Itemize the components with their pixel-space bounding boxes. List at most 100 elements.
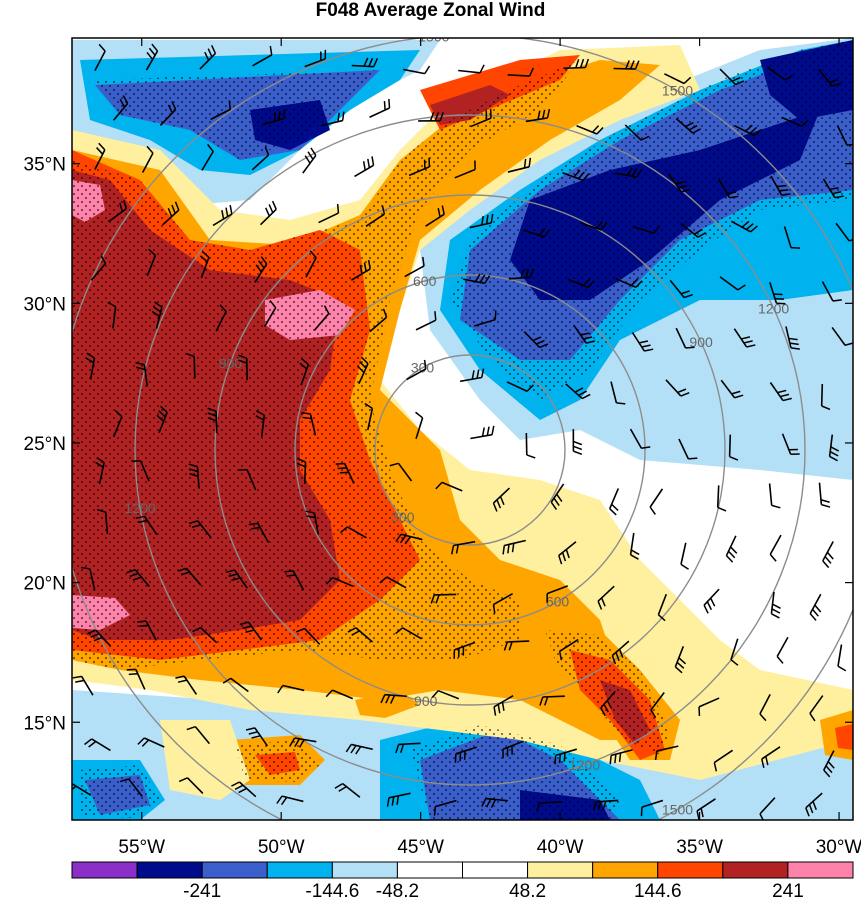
wind-barb — [522, 227, 551, 238]
wind-barb — [299, 358, 310, 386]
wind-barb — [624, 124, 650, 141]
wind-barb — [809, 695, 824, 722]
wind-barb — [96, 508, 109, 535]
colorbar-box — [201, 861, 268, 879]
ring-label: 1200 — [569, 757, 600, 773]
wind-barb — [146, 248, 157, 277]
wind-barb — [674, 646, 687, 674]
ring-label: 600 — [546, 594, 570, 610]
wind-barb — [313, 305, 330, 331]
wind-barb — [769, 382, 792, 402]
wind-barb — [335, 462, 355, 484]
wind-barb — [781, 433, 800, 455]
wind-barb — [817, 68, 842, 87]
wind-barb — [460, 368, 485, 383]
wind-barb — [554, 748, 578, 765]
wind-barb — [611, 640, 630, 665]
wind-barb — [95, 457, 105, 485]
ring-label: 900 — [219, 355, 243, 371]
wind-barb — [222, 677, 249, 693]
wind-barb — [126, 668, 146, 690]
wind-barb — [94, 43, 106, 71]
wind-barb — [823, 750, 835, 778]
wind-barb — [305, 250, 317, 278]
wind-barb — [431, 689, 460, 700]
wind-barb — [836, 124, 853, 146]
wind-barb — [503, 640, 530, 651]
wind-barb — [255, 410, 266, 438]
wind-barb — [94, 142, 106, 170]
wind-barb — [406, 359, 427, 381]
wind-barb — [408, 157, 431, 177]
wind-barb — [137, 620, 157, 641]
wind-barb — [597, 585, 615, 610]
lat-tick-label: 35°N — [24, 155, 66, 176]
wind-barb — [567, 278, 595, 289]
wind-barb — [632, 225, 661, 234]
colorbar-box — [331, 861, 398, 879]
wind-barb — [558, 638, 579, 661]
wind-barb — [302, 147, 317, 174]
wind-barb — [418, 112, 444, 122]
wind-barb — [301, 411, 317, 436]
wind-barb — [207, 407, 218, 434]
lat-tick-label: 15°N — [24, 713, 66, 734]
wind-barb — [563, 58, 590, 70]
colorbar-label: -241 — [183, 881, 221, 900]
stipple-sw — [80, 765, 160, 818]
wind-barb — [562, 169, 590, 182]
wind-barb — [615, 167, 643, 178]
wind-barb — [145, 43, 159, 71]
stipple-south-small — [235, 740, 320, 782]
wind-barb — [454, 746, 478, 763]
wind-barb — [369, 308, 388, 333]
colorbar-box — [71, 861, 138, 879]
wind-barb — [492, 487, 511, 512]
ring-label: 1500 — [662, 83, 693, 99]
colorbar-label: -144.6 — [305, 881, 359, 900]
wind-barb — [238, 468, 257, 491]
wind-barb — [453, 641, 476, 659]
wind-barb — [192, 626, 218, 644]
wind-barb — [680, 542, 689, 570]
wind-barb — [225, 569, 248, 589]
stippling — [72, 40, 853, 820]
lon-tick-label: 40°W — [537, 837, 584, 858]
wind-barb — [696, 798, 716, 820]
wind-barb — [502, 740, 524, 759]
colorbar-label: 48.2 — [509, 881, 546, 900]
wind-barb — [558, 541, 577, 565]
colorbar: -241 -144.6 -48.2 48.2 144.6 241 — [71, 861, 854, 900]
wind-barb — [572, 429, 583, 456]
wind-barb — [719, 276, 746, 291]
wind-barb — [185, 352, 196, 379]
wind-barb — [369, 98, 391, 118]
colorbar-label: 144.6 — [634, 881, 682, 900]
colorbar-box — [396, 861, 463, 879]
range-rings: 300 300 600 600 900 900 900 1200 1200 1200 1500 150… — [72, 38, 853, 820]
wind-barb — [609, 749, 633, 765]
wind-barb — [667, 173, 691, 193]
wind-barb — [80, 566, 96, 591]
colorbar-label: 241 — [772, 881, 804, 900]
range-ring — [134, 114, 806, 786]
wind-barb — [199, 250, 210, 279]
wind-barb — [766, 66, 794, 81]
wind-barb — [284, 569, 305, 591]
wind-barb — [493, 695, 514, 716]
wind-barb — [365, 205, 386, 227]
wind-barb — [433, 799, 457, 816]
longitude-axis: 55°W 50°W 45°W 40°W 35°W 30°W — [118, 38, 861, 858]
wind-barb — [131, 460, 150, 482]
wind-barb — [580, 220, 608, 231]
wind-barb — [305, 510, 320, 535]
lon-tick-label: 55°W — [118, 837, 165, 858]
wind-barb — [835, 222, 853, 242]
wind-barb — [415, 311, 437, 331]
wind-barb — [451, 540, 476, 555]
wind-barb — [730, 220, 758, 233]
wind-barb — [657, 593, 668, 622]
chart-title: F048 Average Zonal Wind — [315, 0, 546, 21]
wind-barb — [90, 255, 107, 281]
